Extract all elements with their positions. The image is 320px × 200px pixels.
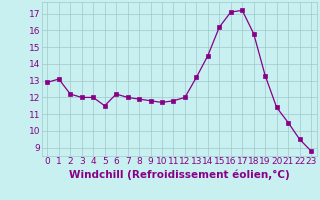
X-axis label: Windchill (Refroidissement éolien,°C): Windchill (Refroidissement éolien,°C) [69,169,290,180]
